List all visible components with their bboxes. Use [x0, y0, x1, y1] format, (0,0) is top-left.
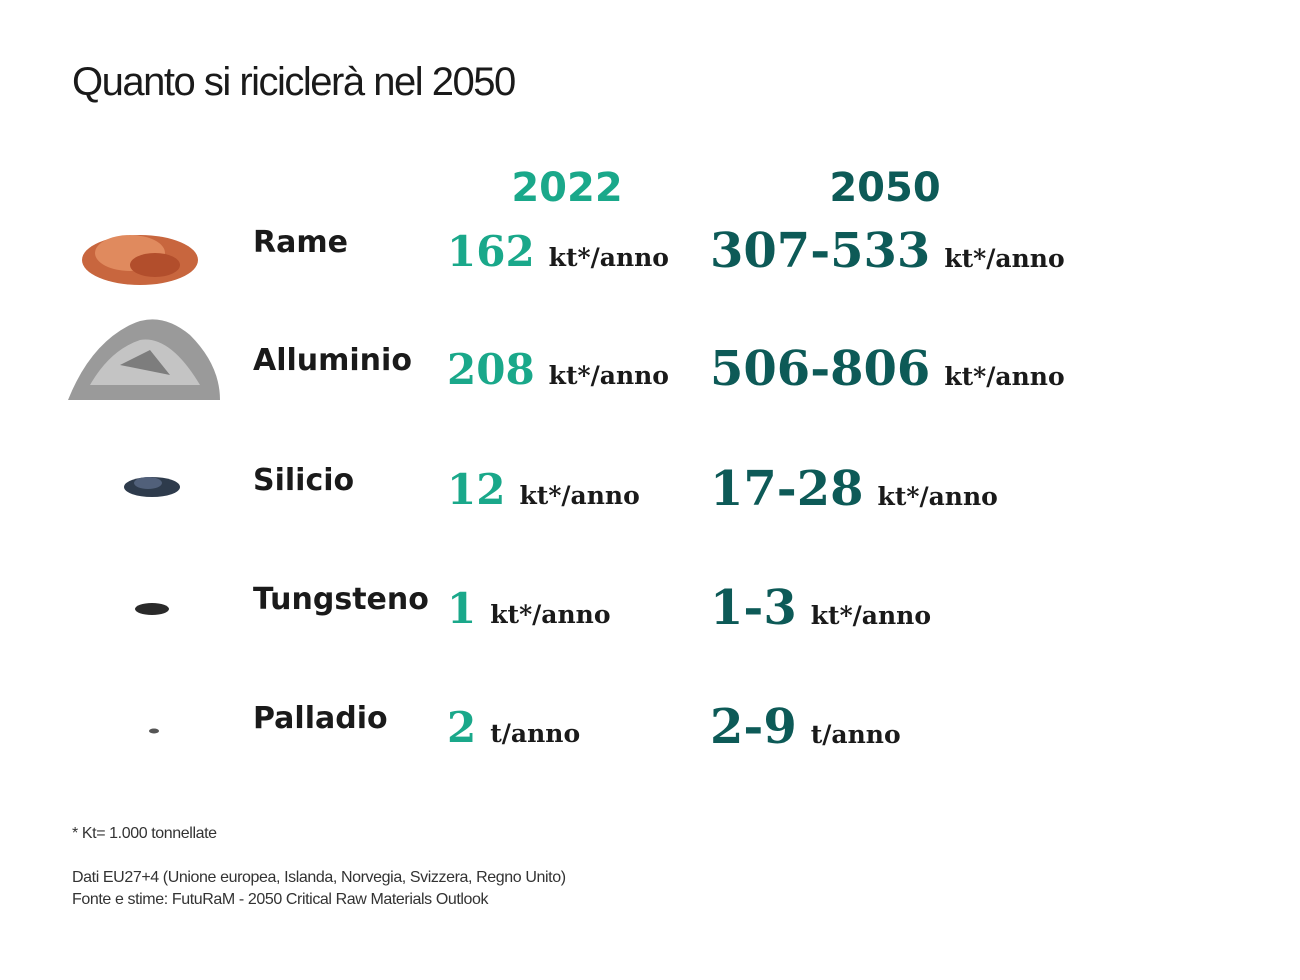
unit: kt*/anno — [519, 481, 640, 510]
value-2050: 2-9 t/anno — [710, 699, 901, 755]
value-2050: 1-3 kt*/anno — [710, 580, 931, 636]
title: Quanto si riciclerà nel 2050 — [72, 60, 516, 104]
unit: t/anno — [490, 719, 581, 748]
value: 2 — [447, 703, 477, 752]
copper-icon — [82, 235, 198, 285]
material-name: Alluminio — [253, 343, 412, 378]
value-2050: 17-28 kt*/anno — [710, 461, 998, 517]
material-name: Tungsteno — [253, 582, 429, 617]
value: 208 — [447, 345, 535, 394]
source: Dati EU27+4 (Unione europea, Islanda, No… — [72, 869, 566, 886]
value-2022: 162 kt*/anno — [447, 227, 669, 276]
value: 506-806 — [710, 341, 931, 397]
value: 162 — [447, 227, 535, 276]
unit: kt*/anno — [944, 244, 1065, 273]
value: 17-28 — [710, 461, 864, 517]
aluminium-icon — [68, 319, 220, 400]
unit: kt*/anno — [877, 482, 998, 511]
value-2022: 2 t/anno — [447, 703, 580, 752]
value: 2-9 — [710, 699, 797, 755]
column-header: 2022 — [511, 165, 623, 211]
value: 1 — [447, 584, 477, 633]
unit: kt*/anno — [944, 362, 1065, 391]
value-2022: 12 kt*/anno — [447, 465, 640, 514]
unit: kt*/anno — [810, 601, 932, 630]
unit: kt*/anno — [490, 600, 611, 629]
value: 1-3 — [710, 580, 797, 636]
unit: kt*/anno — [548, 361, 669, 390]
value-2050: 506-806 kt*/anno — [710, 341, 1065, 397]
footnote: * Kt= 1.000 tonnellate — [72, 825, 217, 842]
palladium-icon — [149, 728, 159, 734]
silicon-icon — [124, 477, 180, 497]
material-name: Silicio — [253, 463, 355, 498]
value-2050: 307-533 kt*/anno — [710, 223, 1065, 279]
unit: t/anno — [810, 720, 901, 749]
value: 12 — [447, 465, 506, 514]
material-name: Rame — [253, 225, 348, 260]
column-header: 2050 — [829, 165, 941, 211]
tungsten-icon — [135, 603, 169, 615]
unit: kt*/anno — [548, 243, 669, 272]
source: Fonte e stime: FutuRaM - 2050 Critical R… — [72, 891, 489, 908]
value-2022: 208 kt*/anno — [447, 345, 669, 394]
value-2022: 1 kt*/anno — [447, 584, 611, 633]
value: 307-533 — [710, 223, 931, 279]
material-name: Palladio — [253, 701, 388, 736]
